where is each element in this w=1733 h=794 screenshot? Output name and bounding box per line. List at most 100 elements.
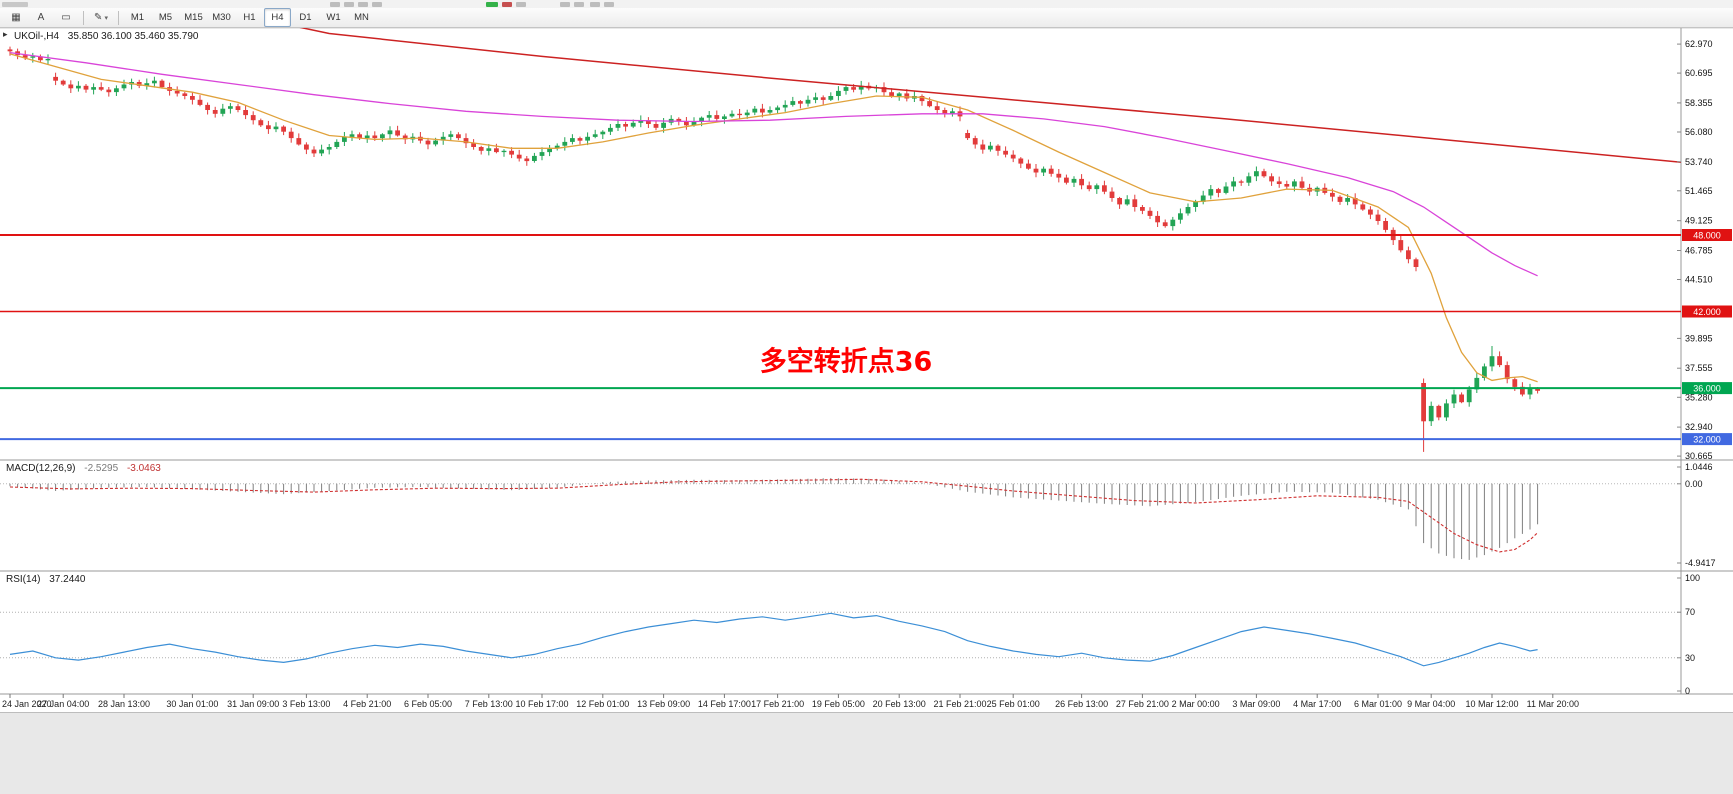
svg-text:44.510: 44.510 [1685, 275, 1713, 285]
svg-text:2 Mar 00:00: 2 Mar 00:00 [1172, 699, 1220, 709]
svg-text:14 Feb 17:00: 14 Feb 17:00 [698, 699, 751, 709]
chart-annotation-text: 多空转折点36 [759, 346, 933, 378]
moving-averages-layer [9, 28, 1681, 383]
svg-text:30: 30 [1685, 653, 1695, 663]
svg-text:60.695: 60.695 [1685, 68, 1713, 78]
toolbar-sliver-marker [502, 2, 512, 7]
horizontal-lines-layer [0, 234, 1681, 441]
svg-text:24 Jan 2020: 24 Jan 2020 [2, 699, 52, 709]
symbol-ohlc-label: UKOil-,H4 35.850 36.100 35.460 35.790 [14, 31, 198, 42]
svg-text:27 Jan 04:00: 27 Jan 04:00 [37, 699, 89, 709]
svg-text:20 Feb 13:00: 20 Feb 13:00 [873, 699, 926, 709]
svg-text:6 Feb 05:00: 6 Feb 05:00 [404, 699, 452, 709]
toolbar-sliver-marker [574, 2, 584, 7]
svg-text:51.465: 51.465 [1685, 186, 1713, 196]
svg-text:42.000: 42.000 [1693, 307, 1721, 317]
rsi-name: RSI(14) [6, 574, 41, 585]
svg-text:53.740: 53.740 [1685, 157, 1713, 167]
grid-pattern-icon[interactable]: ▦ [11, 12, 21, 23]
text-label-icon[interactable]: A [37, 12, 45, 23]
bottom-strip [0, 712, 1733, 794]
svg-text:17 Feb 21:00: 17 Feb 21:00 [751, 699, 804, 709]
toolbar-sliver-marker [486, 2, 498, 7]
svg-text:58.355: 58.355 [1685, 98, 1713, 108]
one-click-trading-arrow[interactable]: ▸ [3, 29, 8, 39]
toolbar-sliver-marker [604, 2, 614, 7]
svg-text:30 Jan 01:00: 30 Jan 01:00 [166, 699, 218, 709]
chart-canvas[interactable]: 62.970 60.695 58.355 56.080 53.740 51.465 49.1… [0, 0, 1733, 712]
toolbar-sliver-marker [358, 2, 368, 7]
chart-toolbar: ▦ A ▭ ✎ ▾ M1 M5 M15 M30 H1 H4 D1 W1 MN [0, 8, 1733, 28]
chevron-down-icon: ▾ [104, 14, 108, 22]
svg-text:30.665: 30.665 [1685, 451, 1713, 461]
svg-text:35.280: 35.280 [1685, 392, 1713, 402]
macd-indicator-label: MACD(12,26,9) -2.5295 -3.0463 [6, 463, 161, 474]
svg-text:3 Feb 13:00: 3 Feb 13:00 [282, 699, 330, 709]
svg-text:28 Jan 13:00: 28 Jan 13:00 [98, 699, 150, 709]
toolbar-sliver-marker [590, 2, 600, 7]
rsi-indicator-label: RSI(14) 37.2440 [6, 574, 85, 585]
macd-name: MACD(12,26,9) [6, 463, 76, 474]
price-badges: 48.000 42.000 36.000 32.000 [1682, 229, 1732, 446]
toolbar-sliver-marker [372, 2, 382, 7]
timeframe-m5-button[interactable]: M5 [158, 12, 173, 23]
svg-text:1.0446: 1.0446 [1685, 462, 1713, 472]
svg-text:36.000: 36.000 [1693, 384, 1721, 394]
svg-text:21 Feb 21:00: 21 Feb 21:00 [933, 699, 986, 709]
symbol-label: UKOil-,H4 [14, 31, 60, 42]
svg-text:10 Feb 17:00: 10 Feb 17:00 [515, 699, 568, 709]
toolbar-sliver-marker [2, 2, 28, 7]
timeframe-m15-button[interactable]: M15 [184, 12, 203, 23]
candles-layer [7, 46, 1540, 452]
svg-text:100: 100 [1685, 573, 1700, 583]
svg-text:11 Mar 20:00: 11 Mar 20:00 [1527, 699, 1579, 709]
svg-text:49.125: 49.125 [1685, 216, 1713, 226]
svg-text:31 Jan 09:00: 31 Jan 09:00 [227, 699, 279, 709]
rsi-value: 37.2440 [49, 574, 86, 585]
svg-text:48.000: 48.000 [1693, 231, 1721, 241]
toolbar-sliver-marker [560, 2, 570, 7]
svg-text:32.000: 32.000 [1693, 435, 1721, 445]
svg-text:7 Feb 13:00: 7 Feb 13:00 [465, 699, 513, 709]
svg-text:13 Feb 09:00: 13 Feb 09:00 [637, 699, 690, 709]
timeframe-w1-button[interactable]: W1 [326, 12, 341, 23]
svg-text:10 Mar 12:00: 10 Mar 12:00 [1465, 699, 1518, 709]
shape-box-icon[interactable]: ▭ [61, 12, 71, 23]
macd-main-value: -2.5295 [84, 463, 119, 474]
svg-text:3 Mar 09:00: 3 Mar 09:00 [1232, 699, 1280, 709]
toolbar-separator [118, 10, 119, 25]
price-scale: 62.970 60.695 58.355 56.080 53.740 51.465 49.1… [1677, 39, 1713, 461]
svg-text:6 Mar 01:00: 6 Mar 01:00 [1354, 699, 1402, 709]
draw-tools-button[interactable]: ✎ ▾ [94, 12, 108, 23]
svg-text:0: 0 [1685, 686, 1690, 696]
toolbar-sliver-marker [330, 2, 340, 7]
svg-text:19 Feb 05:00: 19 Feb 05:00 [812, 699, 865, 709]
ohlc-values: 35.850 36.100 35.460 35.790 [67, 31, 199, 42]
svg-text:-4.9417: -4.9417 [1685, 558, 1716, 568]
svg-text:27 Feb 21:00: 27 Feb 21:00 [1116, 699, 1169, 709]
svg-text:4 Mar 17:00: 4 Mar 17:00 [1293, 699, 1341, 709]
timeframe-mn-button[interactable]: MN [354, 12, 369, 23]
timeframe-m1-button[interactable]: M1 [130, 12, 145, 23]
svg-text:39.895: 39.895 [1685, 333, 1713, 343]
timeframe-m30-button[interactable]: M30 [212, 12, 231, 23]
svg-text:0.00: 0.00 [1685, 479, 1703, 489]
svg-text:32.940: 32.940 [1685, 422, 1713, 432]
svg-text:4 Feb 21:00: 4 Feb 21:00 [343, 699, 391, 709]
toolbar-sliver-marker [344, 2, 354, 7]
svg-text:9 Mar 04:00: 9 Mar 04:00 [1407, 699, 1455, 709]
svg-text:70: 70 [1685, 607, 1695, 617]
macd-panel: 1.0446 0.00 -4.9417 [0, 462, 1716, 568]
toolbar-separator [83, 10, 84, 25]
svg-text:46.785: 46.785 [1685, 246, 1713, 256]
svg-text:62.970: 62.970 [1685, 39, 1713, 49]
timeframe-d1-button[interactable]: D1 [299, 12, 312, 23]
timeframe-h1-button[interactable]: H1 [243, 12, 256, 23]
svg-text:26 Feb 13:00: 26 Feb 13:00 [1055, 699, 1108, 709]
timeframe-h4-button[interactable]: H4 [264, 8, 291, 27]
svg-text:37.555: 37.555 [1685, 363, 1713, 373]
svg-text:56.080: 56.080 [1685, 127, 1713, 137]
svg-text:12 Feb 01:00: 12 Feb 01:00 [576, 699, 629, 709]
